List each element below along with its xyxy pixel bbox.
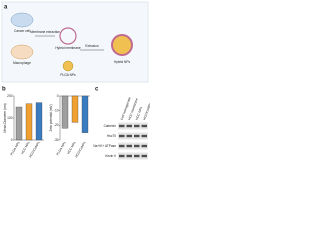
- blot-strip: [118, 152, 148, 160]
- blot-band: [134, 154, 140, 158]
- row-label: Hsc70: [107, 134, 116, 138]
- blot-band: [126, 144, 132, 148]
- cancer-cell: [10, 12, 34, 28]
- blot-band: [134, 144, 140, 148]
- row-label: Calnexin: [104, 124, 117, 128]
- column-label: HCC/CoNPs: [142, 102, 150, 121]
- x-tick-label: HCC NPs: [20, 141, 31, 155]
- column-label: HCC membrane: [127, 97, 139, 120]
- plga-np: [62, 60, 74, 72]
- y-tick-label: 100: [7, 116, 13, 120]
- blot-band: [126, 134, 132, 138]
- blot-band: [119, 134, 125, 138]
- caption: PLGA NPs: [60, 73, 76, 77]
- caption: Macrophage: [13, 61, 31, 65]
- x-tick-label: HCC NPs: [66, 141, 77, 155]
- panel-label: a: [4, 5, 8, 11]
- caption: Hybrid NPs: [114, 60, 131, 64]
- y-tick-label: 200: [7, 94, 13, 98]
- blot-band: [141, 144, 147, 148]
- caption: Cancer cell: [14, 29, 30, 33]
- blot-strip: [118, 142, 148, 150]
- bar: [81, 95, 89, 133]
- y-tick-label: -20: [54, 123, 59, 127]
- macrophage: [10, 44, 34, 60]
- panel-label: b: [2, 87, 6, 93]
- blot-band: [141, 134, 147, 138]
- blot-band: [119, 154, 125, 158]
- caption: Extrusion: [85, 44, 99, 48]
- blot-band: [141, 124, 147, 128]
- figure: a Cancer cell Macrophage Membrane extrac…: [1, 1, 150, 160]
- blot-band: [126, 154, 132, 158]
- caption: Hybrid membrane: [55, 46, 81, 50]
- blot-band: [126, 124, 132, 128]
- y-tick-label: -30: [54, 138, 59, 142]
- blot-strip: [118, 122, 148, 130]
- panel-label: c: [95, 87, 99, 93]
- bar: [35, 102, 43, 141]
- y-tick-label: 0: [11, 138, 13, 142]
- blot-band: [119, 144, 125, 148]
- y-axis-label: Zeta potential (mV): [49, 104, 53, 131]
- row-label: Kexin II: [105, 154, 116, 158]
- caption: Membrane extraction: [30, 30, 60, 34]
- x-tick-label: PLGA NPs: [10, 141, 21, 157]
- blot-band: [134, 134, 140, 138]
- x-tick-label: PLGA NPs: [56, 141, 67, 157]
- blot-strip: [118, 132, 148, 140]
- hybrid-np: [111, 34, 133, 56]
- bar: [15, 106, 23, 141]
- blot-band: [119, 124, 125, 128]
- row-label: Na+/K+ ATPase: [93, 144, 116, 148]
- blot-band: [141, 154, 147, 158]
- bar: [25, 103, 33, 141]
- membrane: [59, 27, 77, 45]
- y-axis-label: Mean Diameter (nm): [3, 103, 7, 132]
- y-tick-label: 0: [57, 94, 59, 98]
- bar: [71, 95, 79, 123]
- y-tick-label: -10: [54, 109, 59, 113]
- blot-band: [134, 124, 140, 128]
- bar: [61, 95, 69, 129]
- column-label: HCC NPs: [135, 106, 144, 121]
